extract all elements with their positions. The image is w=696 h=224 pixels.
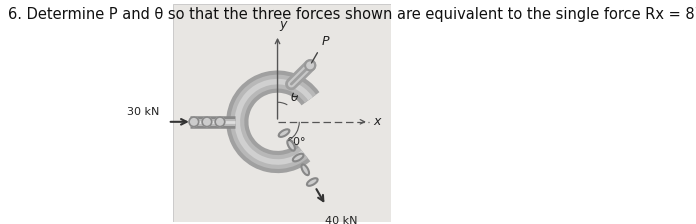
Ellipse shape — [293, 154, 303, 161]
Circle shape — [307, 62, 313, 69]
Ellipse shape — [307, 178, 317, 186]
Text: 40 kN: 40 kN — [325, 216, 357, 224]
Text: x: x — [373, 115, 381, 128]
Text: y: y — [280, 17, 287, 30]
Circle shape — [189, 117, 198, 127]
Ellipse shape — [287, 140, 295, 151]
Circle shape — [215, 117, 225, 127]
Circle shape — [305, 60, 315, 71]
Text: 60°: 60° — [286, 137, 306, 147]
Ellipse shape — [278, 129, 290, 137]
Text: 30 kN: 30 kN — [127, 108, 159, 117]
Circle shape — [202, 117, 212, 127]
Ellipse shape — [301, 164, 309, 175]
Text: 6. Determine P and θ so that the three forces shown are equivalent to the single: 6. Determine P and θ so that the three f… — [8, 7, 696, 22]
Text: θ: θ — [290, 91, 298, 104]
Text: P: P — [322, 35, 330, 48]
